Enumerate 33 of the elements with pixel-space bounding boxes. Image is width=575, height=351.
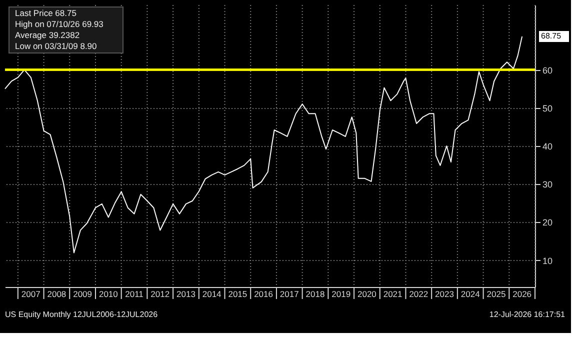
x-tick-label: 2010 <box>98 289 118 299</box>
x-tick-label: 2016 <box>254 289 274 299</box>
x-tick-label: 2011 <box>125 289 144 299</box>
x-tick-label: 2026 <box>512 289 532 299</box>
x-tick-label: 2025 <box>486 289 506 299</box>
x-tick-label: 2017 <box>280 289 300 299</box>
x-tick-label: 2022 <box>409 289 428 299</box>
x-tick-label: 2021 <box>383 289 403 299</box>
x-tick-label: 2009 <box>73 289 92 299</box>
annotation: High on 07/10/26 69.93 <box>15 19 104 29</box>
y-tick-label: 30 <box>542 180 553 190</box>
x-tick-label: 2019 <box>332 289 351 299</box>
annotation: Average 39.2382 <box>15 30 80 40</box>
x-tick-label: 2018 <box>306 289 325 299</box>
x-tick-label: 2014 <box>202 289 222 299</box>
x-tick-label: 2007 <box>21 289 41 299</box>
x-tick-label: 2020 <box>357 289 377 299</box>
y-tick-label: 10 <box>542 256 553 266</box>
y-tick-label: 50 <box>542 103 553 114</box>
y-tick-label: 40 <box>542 142 553 152</box>
annotation: Last Price 68.75 <box>15 8 77 18</box>
x-tick-label: 2012 <box>150 289 170 299</box>
text: US Equity Monthly 12JUL2006-12JUL2026 <box>5 310 158 319</box>
x-tick-label: 2023 <box>435 289 454 299</box>
text: 12-Jul-2026 16:17:51 <box>489 310 566 319</box>
y-tick-label: 60 <box>542 65 553 76</box>
x-tick-label: 2008 <box>47 289 66 299</box>
x-tick-label: 2024 <box>460 289 480 299</box>
x-tick-label: 2015 <box>228 289 248 299</box>
y-tick-label: 20 <box>542 218 553 228</box>
annotation: Low on 03/31/09 8.90 <box>15 41 98 51</box>
annotation: 68.75 <box>541 31 562 40</box>
x-tick-label: 2013 <box>176 289 196 299</box>
